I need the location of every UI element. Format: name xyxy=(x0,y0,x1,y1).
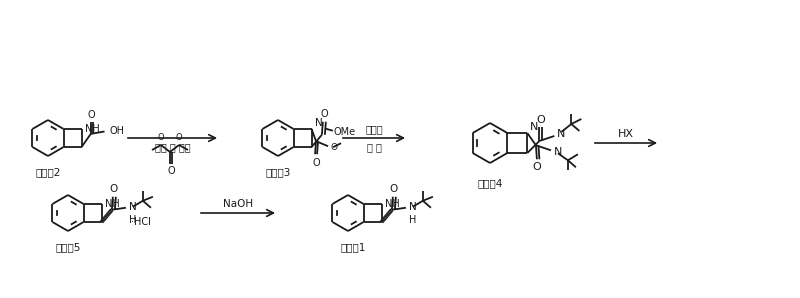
Text: NH: NH xyxy=(105,199,119,209)
Text: 叔丁胺: 叔丁胺 xyxy=(365,124,383,134)
Text: N: N xyxy=(314,118,322,128)
Text: N: N xyxy=(530,122,538,132)
Text: O: O xyxy=(110,184,118,194)
Text: O: O xyxy=(330,143,337,152)
Text: OH: OH xyxy=(110,126,125,136)
Text: O: O xyxy=(158,133,164,142)
Text: HX: HX xyxy=(618,129,634,139)
Text: 化合甅4: 化合甅4 xyxy=(478,178,502,188)
Text: O: O xyxy=(390,184,398,194)
Text: O: O xyxy=(536,115,545,125)
Text: 化合甅2: 化合甅2 xyxy=(35,167,61,177)
Text: NaOH: NaOH xyxy=(223,199,253,209)
Text: N: N xyxy=(129,202,137,212)
Text: NH: NH xyxy=(385,199,399,209)
Text: O: O xyxy=(167,166,175,176)
Text: N: N xyxy=(554,147,562,157)
Text: 化合甅1: 化合甅1 xyxy=(340,242,366,252)
Text: 甲 苯: 甲 苯 xyxy=(366,142,382,152)
Text: H: H xyxy=(409,215,416,225)
Text: O: O xyxy=(176,133,182,142)
Text: OMe: OMe xyxy=(334,127,356,137)
Text: NH: NH xyxy=(85,124,99,134)
Text: N: N xyxy=(558,129,566,139)
Text: 化合甅5: 化合甅5 xyxy=(55,242,81,252)
Text: 化合甅3: 化合甅3 xyxy=(266,167,290,177)
Text: 无水 氯 化钙: 无水 氯 化钙 xyxy=(154,142,190,152)
Text: O: O xyxy=(312,158,320,168)
Text: N: N xyxy=(409,202,417,212)
Text: O: O xyxy=(320,109,328,119)
Text: H: H xyxy=(129,215,136,225)
Text: O: O xyxy=(533,162,542,172)
Text: ·HCl: ·HCl xyxy=(131,217,150,227)
Text: O: O xyxy=(88,110,95,120)
